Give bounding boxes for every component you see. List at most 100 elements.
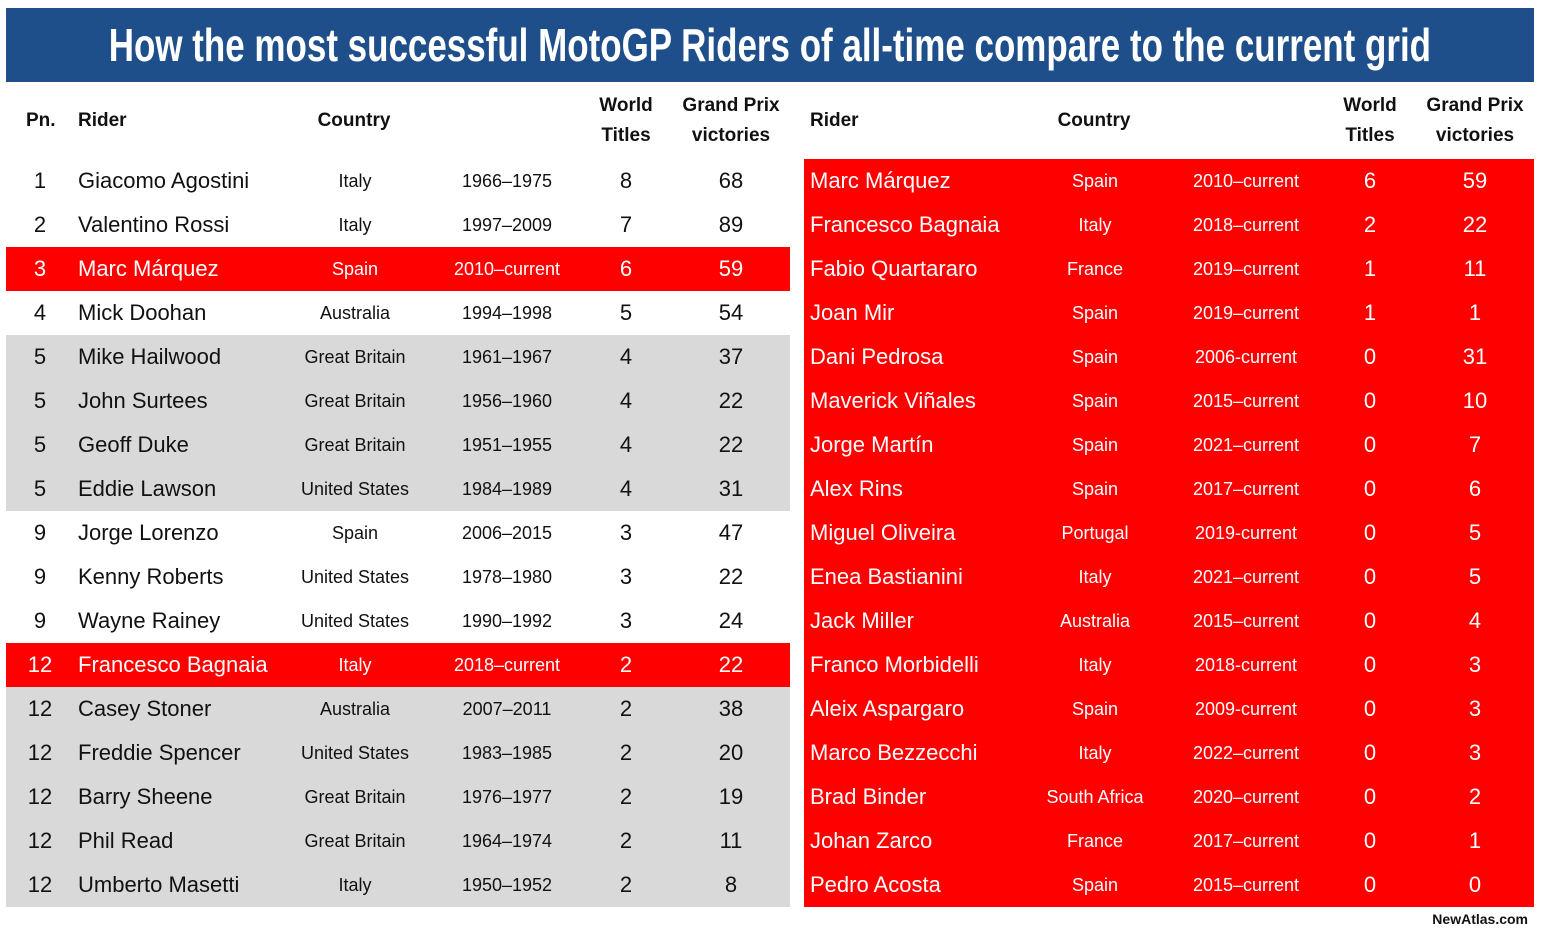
table-row: Miguel Oliveira Portugal 2019-current 0 5 bbox=[804, 511, 1534, 555]
table-row: Jorge Martín Spain 2021–current 0 7 bbox=[804, 423, 1534, 467]
titles-cell: 1 bbox=[1363, 300, 1377, 325]
wins-cell: 89 bbox=[718, 212, 744, 237]
country-cell: France bbox=[1066, 259, 1124, 279]
rider-cell: Jorge Martín bbox=[810, 432, 934, 457]
titles-cell: 2 bbox=[619, 872, 633, 897]
country-cell: United States bbox=[300, 743, 410, 763]
wins-cell: 5 bbox=[1468, 520, 1482, 545]
years-cell: 2007–2011 bbox=[462, 699, 552, 719]
wins-cell: 31 bbox=[1462, 344, 1488, 369]
titles-cell: 4 bbox=[619, 388, 633, 413]
wins-cell: 47 bbox=[718, 520, 744, 545]
years-cell: 1983–1985 bbox=[461, 743, 553, 763]
country-cell: Great Britain bbox=[304, 347, 406, 367]
wins-cell: 3 bbox=[1468, 696, 1482, 721]
position-cell: 9 bbox=[33, 520, 47, 545]
titles-cell: 2 bbox=[619, 696, 633, 721]
wins-cell: 5 bbox=[1468, 564, 1482, 589]
all-time-table: Pn. Rider Country World Titles Grand Pri… bbox=[6, 85, 790, 907]
table-row: 12 Umberto Masetti Italy 1950–1952 2 8 bbox=[6, 863, 790, 907]
table-row: 9 Jorge Lorenzo Spain 2006–2015 3 47 bbox=[6, 511, 790, 555]
table-row: Dani Pedrosa Spain 2006-current 0 31 bbox=[804, 335, 1534, 379]
current-grid-header: Rider Country World Titles Grand Prix vi… bbox=[804, 85, 1534, 159]
country-cell: United States bbox=[300, 611, 410, 631]
wins-cell: 3 bbox=[1468, 652, 1482, 677]
titles-cell: 3 bbox=[619, 608, 633, 633]
wins-cell: 24 bbox=[718, 608, 744, 633]
wins-cell: 0 bbox=[1468, 872, 1482, 897]
country-cell: Spain bbox=[331, 259, 379, 279]
titles-cell: 2 bbox=[619, 740, 633, 765]
rider-cell: Kenny Roberts bbox=[78, 564, 224, 589]
wins-cell: 4 bbox=[1468, 608, 1482, 633]
rider-cell: Eddie Lawson bbox=[78, 476, 217, 501]
titles-cell: 0 bbox=[1363, 740, 1377, 765]
titles-cell: 0 bbox=[1363, 564, 1377, 589]
years-cell: 2006-current bbox=[1194, 347, 1298, 367]
country-cell: Spain bbox=[1071, 435, 1119, 455]
table-row: 12 Freddie Spencer United States 1983–1985 2… bbox=[6, 731, 790, 775]
titles-cell: 2 bbox=[619, 784, 633, 809]
rider-cell: Mick Doohan bbox=[78, 300, 207, 325]
wins-cell: 7 bbox=[1468, 432, 1482, 457]
rider-cell: Dani Pedrosa bbox=[810, 344, 944, 369]
titles-cell: 4 bbox=[619, 432, 633, 457]
years-cell: 2018–current bbox=[453, 655, 561, 675]
years-cell: 1961–1967 bbox=[461, 347, 553, 367]
years-cell: 2015–current bbox=[1192, 875, 1300, 895]
years-cell: 1978–1980 bbox=[461, 567, 553, 587]
rider-cell: Wayne Rainey bbox=[78, 608, 221, 633]
rider-cell: Brad Binder bbox=[810, 784, 927, 809]
years-cell: 2010–current bbox=[453, 259, 561, 279]
country-cell: Italy bbox=[338, 215, 372, 235]
table-row: 5 Geoff Duke Great Britain 1951–1955 4 22 bbox=[6, 423, 790, 467]
position-cell: 12 bbox=[27, 872, 53, 897]
wins-cell: 10 bbox=[1462, 388, 1488, 413]
titles-cell: 0 bbox=[1363, 432, 1377, 457]
years-cell: 2019–current bbox=[1192, 259, 1300, 279]
years-cell: 1956–1960 bbox=[461, 391, 553, 411]
position-cell: 5 bbox=[33, 388, 47, 413]
country-cell: Spain bbox=[1071, 875, 1119, 895]
rider-cell: Phil Read bbox=[78, 828, 174, 853]
titles-cell: 7 bbox=[619, 212, 633, 237]
table-row: 9 Kenny Roberts United States 1978–1980 3 22 bbox=[6, 555, 790, 599]
wins-cell: 22 bbox=[718, 432, 744, 457]
wins-cell: 59 bbox=[1462, 168, 1488, 193]
wins-cell: 31 bbox=[718, 476, 744, 501]
country-cell: Italy bbox=[1078, 567, 1112, 587]
wins-cell: 37 bbox=[718, 344, 744, 369]
header-country: Country bbox=[317, 110, 391, 131]
wins-cell: 6 bbox=[1468, 476, 1482, 501]
years-cell: 1951–1955 bbox=[461, 435, 553, 455]
titles-cell: 1 bbox=[1363, 256, 1377, 281]
country-cell: Spain bbox=[1071, 391, 1119, 411]
table-row: 4 Mick Doohan Australia 1994–1998 5 54 bbox=[6, 291, 790, 335]
position-cell: 9 bbox=[33, 608, 47, 633]
titles-cell: 8 bbox=[619, 168, 633, 193]
position-cell: 2 bbox=[33, 212, 47, 237]
titles-cell: 0 bbox=[1363, 696, 1377, 721]
table-row: Enea Bastianini Italy 2021–current 0 5 bbox=[804, 555, 1534, 599]
rider-cell: Valentino Rossi bbox=[78, 212, 230, 237]
table-row: Franco Morbidelli Italy 2018-current 0 3 bbox=[804, 643, 1534, 687]
wins-cell: 38 bbox=[718, 696, 744, 721]
rider-cell: Freddie Spencer bbox=[78, 740, 241, 765]
table-row: Marc Márquez Spain 2010–current 6 59 bbox=[804, 159, 1534, 203]
years-cell: 2021–current bbox=[1192, 567, 1300, 587]
country-cell: Australia bbox=[319, 699, 391, 719]
position-cell: 12 bbox=[27, 652, 53, 677]
years-cell: 1997–2009 bbox=[461, 215, 553, 235]
country-cell: Spain bbox=[1071, 347, 1119, 367]
titles-cell: 0 bbox=[1363, 344, 1377, 369]
country-cell: Spain bbox=[1071, 479, 1119, 499]
years-cell: 2010–current bbox=[1192, 171, 1300, 191]
rider-cell: Francesco Bagnaia bbox=[78, 652, 268, 677]
years-cell: 2021–current bbox=[1192, 435, 1300, 455]
table-row: 2 Valentino Rossi Italy 1997–2009 7 89 bbox=[6, 203, 790, 247]
wins-cell: 8 bbox=[724, 872, 738, 897]
years-cell: 2006–2015 bbox=[461, 523, 553, 543]
years-cell: 2017–current bbox=[1192, 831, 1300, 851]
rider-cell: Aleix Aspargaro bbox=[810, 696, 965, 721]
table-row: Brad Binder South Africa 2020–current 0 2 bbox=[804, 775, 1534, 819]
